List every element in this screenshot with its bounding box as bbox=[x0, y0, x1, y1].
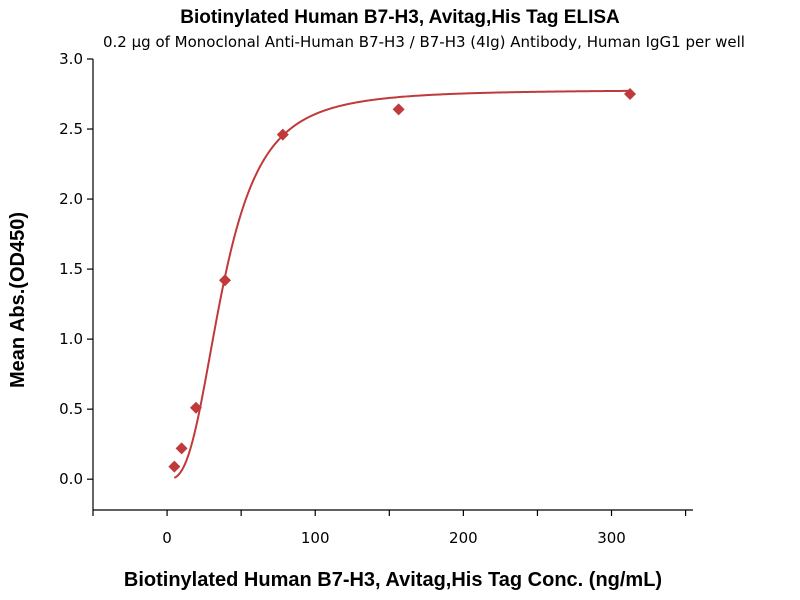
data-points bbox=[168, 88, 637, 473]
data-point bbox=[392, 103, 405, 116]
y-tick-label: 1.0 bbox=[59, 330, 83, 348]
fit-curve bbox=[173, 89, 631, 479]
y-tick-label: 0.0 bbox=[59, 470, 83, 488]
x-tick-label: 300 bbox=[597, 529, 626, 547]
chart-subtitle: 0.2 µg of Monoclonal Anti-Human B7-H3 / … bbox=[103, 33, 745, 51]
y-ticks: 0.0 0.5 1.0 1.5 2.0 2.5 3.0 bbox=[59, 50, 93, 488]
y-tick-label: 1.5 bbox=[59, 260, 83, 278]
y-tick-label: 2.0 bbox=[59, 190, 83, 208]
x-ticks: 0 100 200 300 bbox=[92, 510, 687, 547]
data-point bbox=[189, 401, 202, 414]
y-tick-label: 3.0 bbox=[59, 50, 83, 68]
y-axis-title: Mean Abs.(OD450) bbox=[7, 212, 29, 388]
x-axis-title: Biotinylated Human B7-H3, Avitag,His Tag… bbox=[124, 569, 662, 591]
y-tick-label: 2.5 bbox=[59, 120, 83, 138]
x-tick-label: 200 bbox=[449, 529, 478, 547]
data-point bbox=[168, 460, 181, 473]
data-point bbox=[276, 128, 289, 141]
chart-title: Biotinylated Human B7-H3, Avitag,His Tag… bbox=[180, 7, 620, 28]
axes bbox=[92, 59, 693, 511]
data-point bbox=[624, 88, 637, 101]
x-tick-label: 100 bbox=[301, 529, 330, 547]
x-tick-label: 0 bbox=[162, 529, 172, 547]
data-point bbox=[219, 274, 231, 287]
y-tick-label: 0.5 bbox=[59, 400, 83, 418]
data-point bbox=[175, 442, 188, 455]
